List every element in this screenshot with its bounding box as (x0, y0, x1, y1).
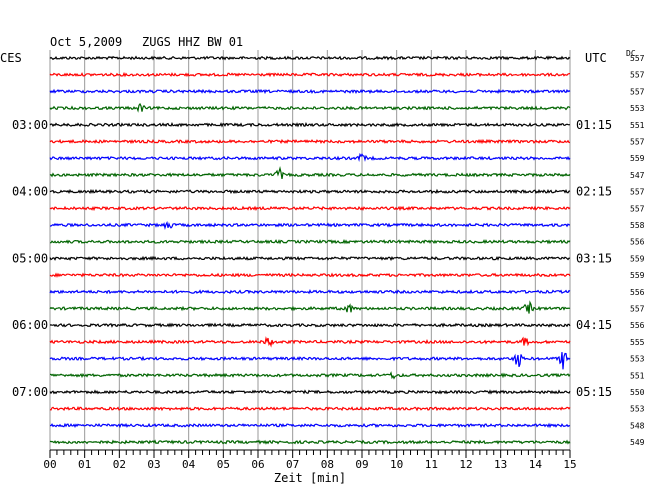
trace-line (49, 165, 571, 179)
dc-value: 557 (630, 138, 645, 147)
trace-line (49, 238, 571, 245)
dc-value: 548 (630, 421, 645, 430)
left-hour-label: 03:00 (12, 118, 48, 132)
dc-value: 559 (630, 254, 645, 263)
dc-value: 559 (630, 154, 645, 163)
x-tick-label: 03 (147, 458, 160, 471)
trace-line (49, 300, 571, 314)
left-hour-label: 05:00 (12, 251, 48, 265)
dc-value: 557 (630, 87, 645, 96)
trace-line (49, 272, 571, 278)
trace-line (49, 255, 571, 262)
date-label: Oct 5,2009 (50, 35, 122, 49)
x-tick-label: 13 (494, 458, 507, 471)
x-tick-label: 02 (113, 458, 126, 471)
trace-line (49, 152, 571, 162)
dc-value: 558 (630, 221, 645, 230)
dc-value: 553 (630, 355, 645, 364)
x-tick-label: 15 (563, 458, 576, 471)
dc-value: 556 (630, 288, 645, 297)
x-tick-label: 14 (529, 458, 543, 471)
right-hour-label: 05:15 (576, 385, 612, 399)
right-hour-label: 02:15 (576, 185, 612, 199)
right-hour-label: 03:15 (576, 251, 612, 265)
left-hour-label: 06:00 (12, 318, 48, 332)
station-label: ZUGS HHZ BW 01 (142, 35, 243, 49)
trace-line (50, 220, 570, 231)
x-tick-label: 09 (355, 458, 368, 471)
dc-value: 557 (630, 188, 645, 197)
trace-line (49, 352, 571, 370)
dc-value: 556 (630, 238, 645, 247)
trace-line (49, 389, 571, 395)
x-tick-label: 01 (78, 458, 91, 471)
x-tick-label: 11 (425, 458, 438, 471)
dc-value: 557 (630, 305, 645, 314)
row-labels: 557 557 557 553 551 557 559 547 557 557 558 556 559 5… (12, 54, 645, 447)
dc-value: 551 (630, 371, 645, 380)
dc-value: 557 (630, 54, 645, 63)
dc-label: DC (626, 49, 636, 58)
dc-value: 559 (630, 271, 645, 280)
trace-line (49, 322, 571, 328)
trace-line (49, 71, 571, 78)
x-tick-label: 00 (43, 458, 56, 471)
trace-line (49, 138, 571, 145)
dc-value: 551 (630, 121, 645, 130)
trace-line (49, 422, 571, 429)
left-hour-label: 04:00 (12, 185, 48, 199)
trace-line (49, 55, 571, 61)
x-axis: 00 01 02 03 04 05 06 07 08 09 10 11 12 13 14 15 (43, 449, 577, 471)
trace-line (49, 336, 571, 348)
right-hour-label: 01:15 (576, 118, 612, 132)
x-tick-label: 04 (182, 458, 196, 471)
trace-line (49, 122, 571, 128)
trace-line (49, 88, 571, 95)
dc-value: 555 (630, 338, 645, 347)
dc-value: 549 (630, 438, 645, 447)
dc-value: 557 (630, 71, 645, 80)
right-hour-label: 04:15 (576, 318, 612, 332)
x-tick-label: 05 (217, 458, 230, 471)
x-tick-label: 07 (286, 458, 299, 471)
left-hour-label: 07:00 (12, 385, 48, 399)
x-tick-label: 08 (321, 458, 334, 471)
x-tick-label: 10 (390, 458, 403, 471)
trace-line (49, 205, 571, 212)
dc-value: 547 (630, 171, 645, 180)
trace-line (49, 102, 571, 113)
trace-line (49, 288, 571, 295)
x-tick-label: 12 (459, 458, 472, 471)
trace-line (49, 371, 571, 380)
trace-line (49, 188, 571, 195)
x-tick-label: 06 (251, 458, 264, 471)
dc-value: 557 (630, 204, 645, 213)
right-zone-label: UTC (585, 51, 607, 65)
trace-line (49, 405, 571, 412)
x-axis-label: Zeit [min] (274, 471, 346, 485)
dc-value: 556 (630, 321, 645, 330)
trace-line (49, 439, 571, 445)
dc-value: 553 (630, 104, 645, 113)
dc-value: 550 (630, 388, 645, 397)
trace-group (49, 55, 571, 445)
left-zone-label: CES (0, 51, 22, 65)
dc-value: 553 (630, 405, 645, 414)
grid-lines (49, 50, 571, 450)
